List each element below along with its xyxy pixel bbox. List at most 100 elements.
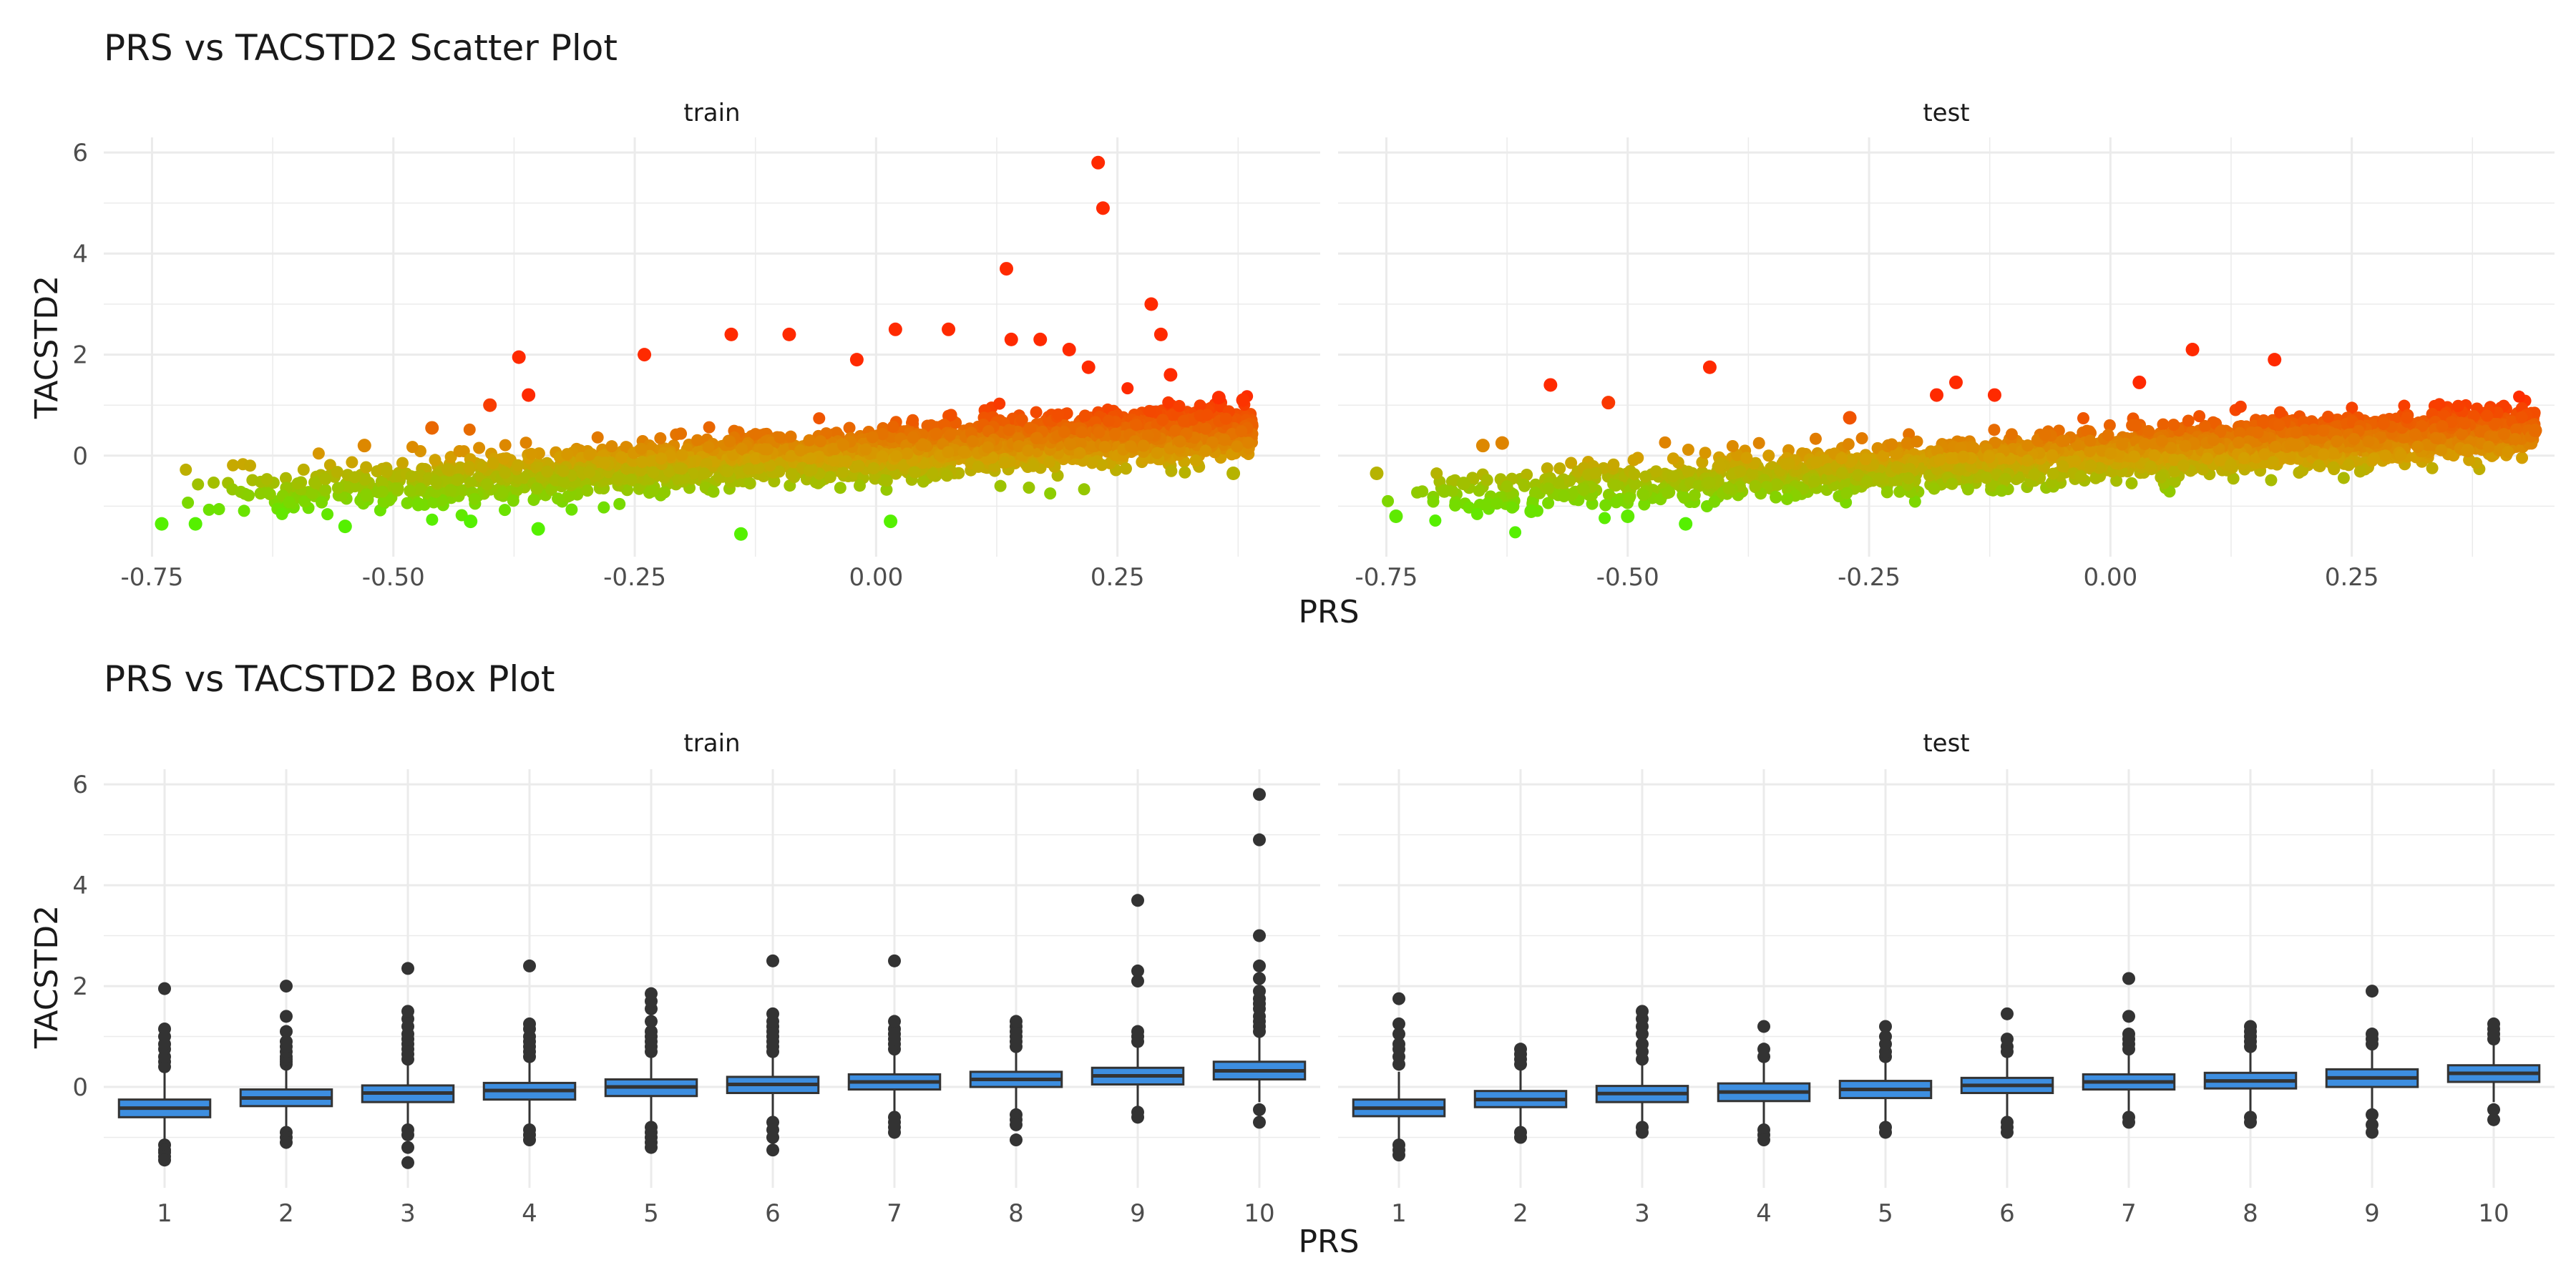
data-point [1610,496,1623,509]
data-point [1880,486,1893,499]
data-point [1096,459,1108,472]
scatter-strip-train: train [683,99,740,127]
data-point [1206,436,1219,449]
data-point [444,484,457,497]
data-point [1509,526,1522,539]
data-point [1078,409,1091,422]
data-point [1064,438,1077,451]
data-point [824,471,836,484]
data-point [238,504,250,517]
data-point [319,473,332,486]
data-point [742,462,755,475]
data-point [1199,444,1212,457]
data-point [700,457,713,470]
data-point [1241,436,1254,449]
data-point [749,428,762,441]
data-point [1809,432,1822,445]
data-point [1002,424,1015,436]
data-point [477,460,489,473]
data-point [401,497,414,509]
data-point [876,450,889,463]
y-tick-label: 6 [72,139,88,167]
data-point [1030,406,1043,419]
data-point [972,460,985,473]
data-point [2157,418,2170,431]
data-point [1226,467,1241,481]
data-point [338,519,352,534]
data-point [591,431,604,444]
data-point [1043,456,1055,469]
data-point [785,468,798,481]
data-point [849,353,864,367]
data-point [2312,459,2325,472]
data-point [880,474,893,487]
data-point [1199,422,1212,435]
data-point [1714,459,1727,472]
data-point [2089,472,2102,484]
data-point [2013,471,2026,484]
data-point [1062,343,1076,357]
data-point [1004,332,1018,346]
data-point [1770,478,1783,491]
data-point [2214,454,2227,467]
y-tick-label: 0 [72,442,88,471]
data-point [451,474,464,487]
data-point [1023,421,1036,434]
data-point [804,452,817,465]
data-point [396,457,409,469]
data-point [263,488,276,501]
data-point [2198,419,2211,432]
data-point [2516,452,2529,464]
data-point [1130,419,1143,431]
data-point [1022,444,1035,457]
data-point [621,484,634,497]
data-point [527,494,540,507]
data-point [1078,483,1091,496]
data-point [2182,414,2195,427]
data-point [2125,477,2138,489]
data-point [826,442,839,455]
data-point [768,475,781,488]
data-point [876,428,889,441]
data-point [1058,426,1070,439]
data-point [615,451,628,464]
data-point [242,489,255,502]
data-point [785,449,798,462]
data-point [1081,360,1096,374]
data-point [522,388,536,402]
data-point [1194,399,1206,412]
data-point [1565,457,1578,469]
data-point [897,459,909,472]
data-point [2265,474,2278,487]
data-point [654,431,667,444]
data-point [545,483,558,496]
data-point [2080,424,2093,437]
data-point [749,452,762,464]
data-point [945,409,957,421]
data-point [782,327,796,341]
data-point [675,462,688,475]
data-point [901,447,914,460]
data-point [2142,424,2155,437]
data-point [497,452,510,465]
data-point [297,463,310,476]
data-point [813,412,826,425]
data-point [1627,454,1640,467]
data-point [360,461,373,474]
data-point [675,449,688,462]
data-point [1102,414,1115,427]
data-point [1124,440,1137,453]
data-point [837,439,850,452]
data-point [411,499,424,512]
x-tick-label: -0.25 [1838,563,1901,592]
data-point [1109,427,1122,440]
data-point [853,479,866,492]
data-point [512,350,526,364]
data-point [1141,429,1154,442]
data-point [2346,401,2358,414]
data-point [391,482,404,495]
data-point [598,457,611,469]
data-point [541,465,554,478]
data-point [852,459,865,472]
data-point [1153,327,1168,341]
